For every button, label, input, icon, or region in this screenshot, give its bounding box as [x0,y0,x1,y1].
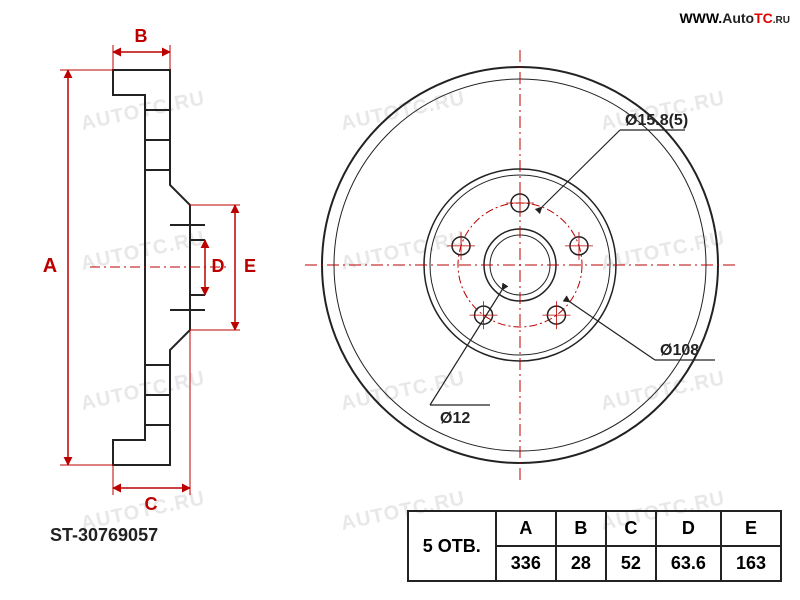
val-c: 52 [606,546,656,581]
val-d: 63.6 [656,546,721,581]
col-e: E [721,511,781,546]
dim-b-label: B [135,26,148,46]
dim-d-label: D [212,256,225,276]
col-a: A [496,511,556,546]
table-hole-count: 5 OTB. [408,511,496,581]
col-b: B [556,511,606,546]
dim-e-label: E [244,256,256,276]
callout-bolt: Ø15.8(5) [625,112,688,129]
dim-a-label: A [43,255,57,277]
part-number: ST-30769057 [50,525,158,546]
val-a: 336 [496,546,556,581]
val-e: 163 [721,546,781,581]
col-c: C [606,511,656,546]
val-b: 28 [556,546,606,581]
side-view: A B C D E [43,26,256,514]
table-header-row: 5 OTB. A B C D E [408,511,781,546]
dim-c-label: C [145,494,158,514]
dimension-table: 5 OTB. A B C D E 336 28 52 63.6 163 [407,510,782,582]
callout-bore: Ø12 [440,410,470,427]
callout-pcd: Ø108 [660,342,699,359]
col-d: D [656,511,721,546]
front-view: Ø15.8(5) Ø108 Ø12 [305,50,735,480]
